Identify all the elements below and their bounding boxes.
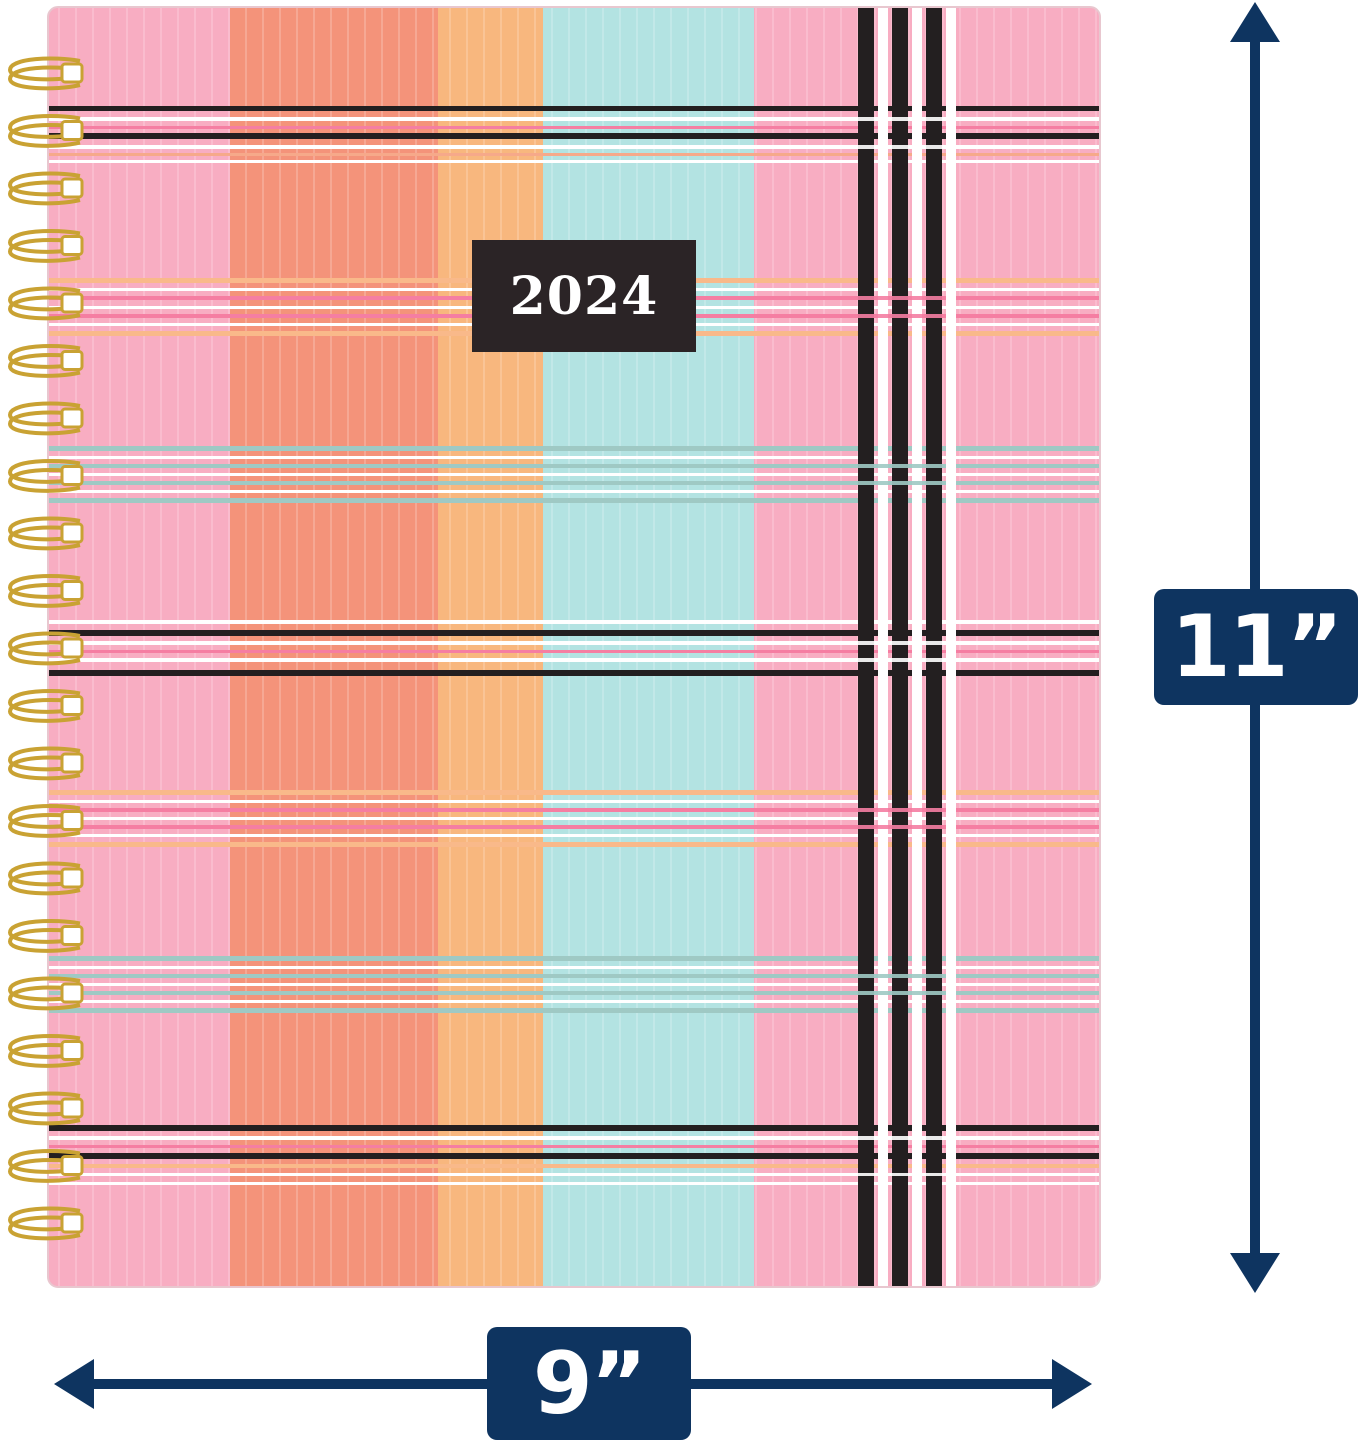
spiral-binding: [7, 56, 84, 1241]
spiral-coil: [7, 746, 84, 781]
stripe-band-top: [48, 106, 1100, 163]
cover-year-label: 2024: [472, 240, 696, 352]
spiral-coil: [7, 1148, 84, 1183]
spiral-coil: [7, 171, 84, 206]
spiral-coil: [7, 113, 84, 148]
spiral-coil: [7, 573, 84, 608]
spiral-coil: [7, 286, 84, 321]
spiral-coil: [7, 343, 84, 378]
stripe-band-aqua-upper: [48, 446, 1100, 503]
width-dimension-label: 9”: [487, 1327, 691, 1440]
spiral-coil: [7, 1206, 84, 1241]
spiral-coil: [7, 401, 84, 436]
stripe-band-aqua-lower: [48, 956, 1100, 1013]
height-dimension-label: 11”: [1154, 589, 1358, 705]
spiral-coil: [7, 56, 84, 91]
stripe-band-middle: [48, 620, 1100, 676]
spiral-coil: [7, 516, 84, 551]
vertical-stripe-band: [858, 7, 956, 1287]
spiral-coil: [7, 458, 84, 493]
stripe-band-bottom: [48, 1125, 1100, 1185]
spiral-coil: [7, 976, 84, 1011]
spiral-coil: [7, 803, 84, 838]
spiral-coil: [7, 228, 84, 263]
spiral-coil: [7, 1033, 84, 1068]
planner-cover: [48, 7, 1100, 1287]
spiral-coil: [7, 861, 84, 896]
stripe-band-lower-pink: [48, 790, 1100, 847]
spiral-coil: [7, 918, 84, 953]
spiral-coil: [7, 688, 84, 723]
spiral-coil: [7, 631, 84, 666]
spiral-coil: [7, 1091, 84, 1126]
